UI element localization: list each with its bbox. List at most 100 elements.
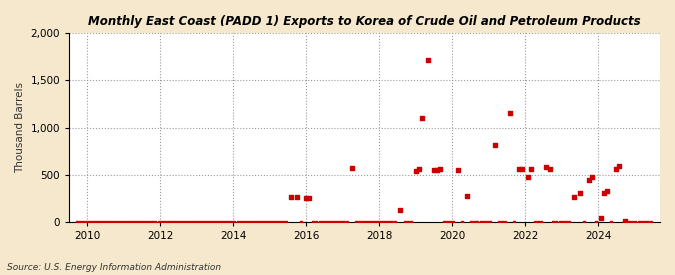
Point: [286, 195, 296, 199]
Point: [198, 219, 209, 224]
Point: [574, 190, 585, 195]
Point: [583, 178, 594, 183]
Point: [190, 219, 200, 224]
Point: [320, 219, 331, 224]
Point: [238, 219, 249, 224]
Point: [119, 219, 130, 224]
Point: [86, 219, 97, 224]
Point: [466, 219, 477, 224]
Point: [92, 219, 103, 224]
Point: [165, 219, 176, 224]
Point: [71, 219, 82, 224]
Point: [178, 219, 188, 224]
Point: [478, 219, 489, 224]
Point: [241, 219, 252, 224]
Point: [496, 219, 507, 224]
Point: [156, 219, 167, 224]
Point: [557, 219, 568, 224]
Point: [232, 219, 243, 224]
Point: [277, 219, 288, 224]
Point: [275, 219, 286, 224]
Point: [99, 219, 109, 224]
Point: [578, 219, 589, 224]
Point: [356, 219, 367, 224]
Point: [369, 219, 379, 224]
Point: [402, 219, 413, 224]
Point: [147, 219, 158, 224]
Point: [77, 219, 88, 224]
Point: [326, 219, 337, 224]
Point: [332, 219, 343, 224]
Point: [599, 190, 610, 195]
Point: [301, 196, 312, 200]
Point: [614, 164, 624, 168]
Point: [107, 219, 118, 224]
Point: [226, 219, 237, 224]
Point: [89, 219, 100, 224]
Point: [83, 219, 94, 224]
Point: [80, 219, 91, 224]
Point: [439, 219, 450, 224]
Point: [639, 219, 650, 224]
Point: [247, 219, 258, 224]
Point: [101, 219, 112, 224]
Point: [192, 219, 203, 224]
Point: [269, 219, 279, 224]
Point: [504, 111, 515, 116]
Point: [395, 208, 406, 213]
Point: [304, 196, 315, 200]
Point: [435, 167, 446, 171]
Point: [314, 219, 325, 224]
Point: [441, 219, 452, 224]
Point: [126, 219, 136, 224]
Point: [381, 219, 392, 224]
Point: [117, 219, 128, 224]
Point: [74, 219, 85, 224]
Point: [462, 194, 473, 199]
Point: [229, 219, 240, 224]
Point: [630, 219, 641, 224]
Point: [526, 167, 537, 172]
Point: [184, 219, 194, 224]
Point: [174, 219, 185, 224]
Point: [457, 219, 468, 224]
Point: [317, 219, 328, 224]
Point: [335, 219, 346, 224]
Point: [508, 219, 519, 224]
Point: [111, 219, 122, 224]
Point: [522, 174, 533, 179]
Point: [469, 219, 480, 224]
Point: [611, 167, 622, 171]
Point: [180, 219, 191, 224]
Point: [517, 167, 528, 171]
Point: [413, 167, 424, 171]
Point: [168, 219, 179, 224]
Point: [113, 219, 124, 224]
Point: [366, 219, 377, 224]
Point: [144, 219, 155, 224]
Point: [186, 219, 197, 224]
Point: [375, 219, 385, 224]
Point: [500, 219, 510, 224]
Point: [217, 219, 227, 224]
Point: [533, 219, 543, 224]
Point: [244, 219, 255, 224]
Point: [429, 168, 439, 172]
Point: [472, 219, 483, 224]
Point: [138, 219, 148, 224]
Point: [296, 219, 306, 224]
Point: [263, 219, 273, 224]
Point: [372, 219, 383, 224]
Point: [536, 219, 547, 224]
Point: [205, 219, 215, 224]
Point: [223, 219, 234, 224]
Point: [153, 219, 164, 224]
Point: [416, 116, 427, 120]
Point: [202, 219, 213, 224]
Point: [591, 219, 601, 224]
Y-axis label: Thousand Barrels: Thousand Barrels: [15, 82, 25, 173]
Point: [633, 219, 644, 224]
Point: [196, 219, 207, 224]
Point: [360, 219, 371, 224]
Point: [493, 219, 504, 224]
